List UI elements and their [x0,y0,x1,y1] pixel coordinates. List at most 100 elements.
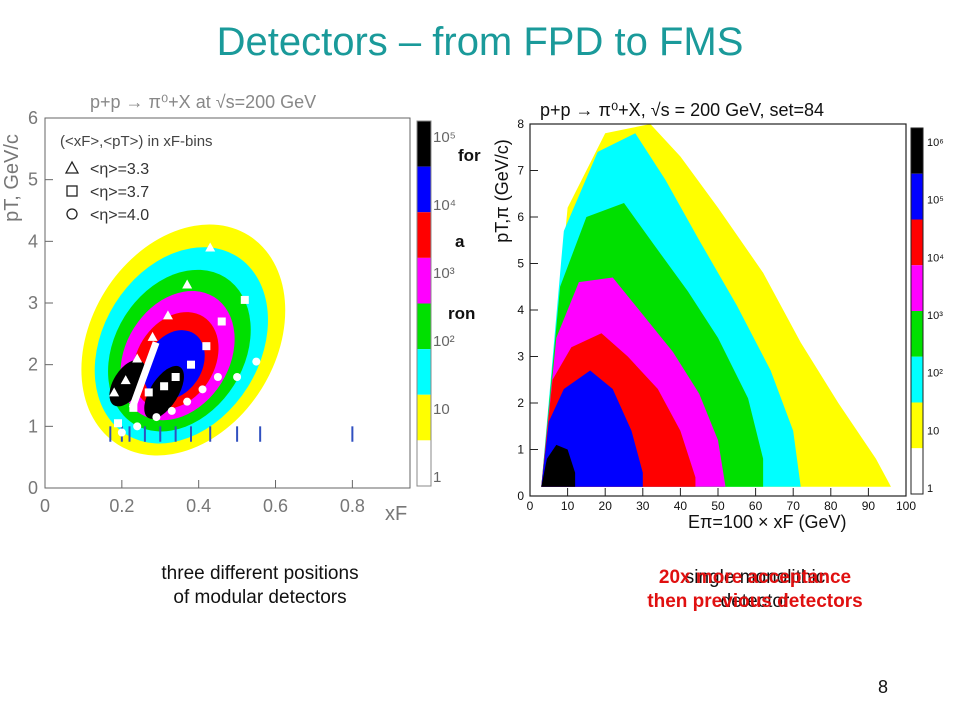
triangle-marker [182,279,193,289]
right-plot-density-map [541,124,891,487]
colorbar-segment [911,219,923,266]
colorbar-segment [417,440,431,486]
left-plot-legend: <η>=3.3 <η>=3.7 <η>=4.0 [64,160,149,224]
colorbar-label: 1 [433,469,441,486]
y-tick-label: 5 [28,170,38,190]
colorbar-label: 10 [927,425,939,437]
y-tick-label: 3 [28,293,38,313]
circle-marker [183,397,192,406]
x-tick-label: 20 [599,499,613,513]
right-plot-colorbar: 1 10 10² 10³ 10⁴ 10⁵ 10⁶ [910,127,944,495]
left-plot-axes: 0 0.2 0.4 0.6 0.8 0 1 2 3 4 5 6 [28,108,365,516]
colorbar-label: 10² [927,368,943,380]
right-caption-overlay-line1: 20x more acceptance [658,567,852,588]
y-tick-label: 3 [517,350,524,364]
left-plot-title: p+p → π⁰+X at √s=200 GeV [90,92,316,112]
x-tick-label: 80 [824,499,838,513]
triangle-marker [162,310,173,320]
density-gap-1 [128,341,160,410]
circle-marker [252,357,261,366]
y-tick-label: 5 [517,257,524,271]
colorbar-segment [911,173,923,220]
triangle-marker [205,242,216,252]
x-tick-label: 0 [527,499,534,513]
left-caption: three different positions of modular det… [120,562,400,610]
y-tick-label: 2 [517,396,524,410]
y-tick-label: 1 [28,416,38,436]
colorbar-segment [911,128,923,174]
left-caption-line2: of modular detectors [173,587,347,608]
square-marker [129,403,138,412]
legend-triangle-marker [64,160,80,174]
colorbar-segment [911,402,923,449]
circle-marker [213,373,222,381]
x-tick-label: 30 [636,499,650,513]
y-tick-label: 6 [517,210,524,224]
legend-circle-marker [66,208,78,220]
circle-marker [198,385,207,394]
colorbar-label: 1 [927,483,933,495]
x-tick-label: 90 [862,499,876,513]
x-tick-label: 0 [40,496,50,516]
colorbar-segment [417,212,431,258]
x-tick-label: 60 [749,499,763,513]
x-tick-label: 50 [711,499,725,513]
colorbar-segment [911,265,923,311]
y-tick-label: 0 [517,489,524,503]
right-caption: single monolithic detector [590,566,920,614]
triangle-marker [109,387,120,397]
circle-marker [133,422,142,431]
hidden-fragment-3: ron [448,304,476,323]
triangle-marker [120,375,131,385]
x-tick-label: 40 [674,499,688,513]
x-tick-label: 70 [787,499,801,513]
colorbar-segment [911,448,923,494]
legend-label: <η>=4.0 [90,207,149,224]
colorbar-segment [417,257,431,304]
x-tick-label: 0.8 [340,496,365,516]
square-marker [160,382,169,391]
circle-marker [152,413,161,422]
y-tick-label: 2 [28,355,38,375]
page-number: 8 [877,677,888,697]
right-plot: 0 10 20 30 40 50 60 70 80 90 100 0 1 2 3 4 5 6 7 8 p+p → π⁰… [488,96,960,536]
colorbar-segment [911,311,923,357]
left-plot-markers [109,242,261,437]
hidden-fragment-1: for [458,146,481,165]
right-caption-overlay: 20x more acceptance then previous detect… [590,566,920,614]
square-marker [187,360,195,369]
legend-label: <η>=3.7 [90,184,149,201]
colorbar-frame [910,127,924,495]
right-plot-ylabel: pT,π (GeV/c) [492,139,512,242]
left-plot-ylabel: pT, GeV/c [1,134,23,222]
square-marker [202,342,211,351]
slide-title: Detectors – from FPD to FMS [216,20,744,64]
colorbar-label: 10³ [927,310,943,322]
colorbar-segment [417,349,431,395]
colorbar-segment [417,121,431,167]
x-tick-label: 0.4 [186,496,211,516]
circle-marker [233,373,242,381]
square-marker [217,317,226,326]
y-tick-label: 6 [28,108,38,128]
x-tick-label: 10 [561,499,575,513]
left-plot: 0 0.2 0.4 0.6 0.8 0 1 2 3 4 5 6 p+p → π⁰+X at √s=20… [0,88,475,536]
x-tick-label: 100 [896,499,916,513]
right-plot-axes: 0 10 20 30 40 50 60 70 80 90 100 0 1 2 3 4 5 6 7 8 [517,117,916,513]
x-tick-label: 0.2 [109,496,134,516]
right-plot-xlabel: Eπ=100 × xF (GeV) [688,512,846,532]
right-caption-overlay-line2: then previous detectors [647,591,863,612]
right-caption-line1: single monolithic [684,567,826,588]
colorbar-label: 10 [433,401,450,418]
right-caption-line2: detector [720,591,790,612]
y-tick-label: 0 [28,478,38,498]
left-plot-xlabel: xF [385,503,407,525]
left-plot-density-map [81,224,286,456]
square-marker [144,388,153,397]
colorbar-segment [911,356,923,403]
colorbar-segment [417,394,431,441]
legend-label: <η>=3.3 [90,161,149,178]
square-marker [240,295,249,304]
hidden-fragment-2: a [455,232,465,251]
y-tick-label: 4 [28,231,38,251]
